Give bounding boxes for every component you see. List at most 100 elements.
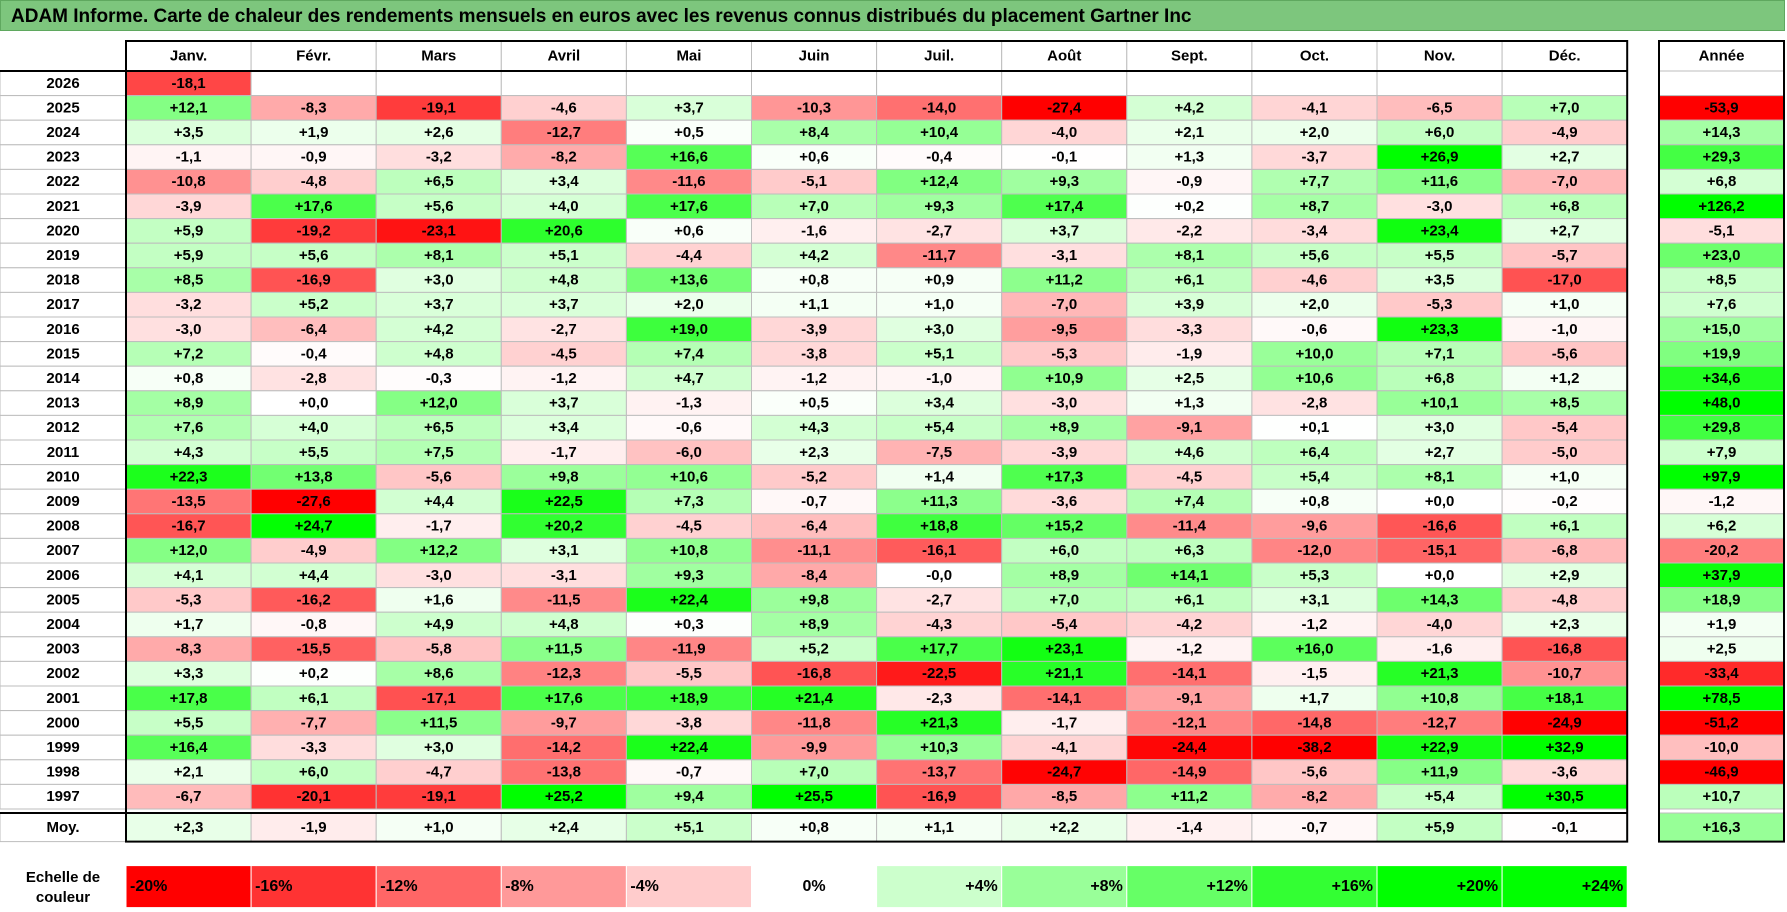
cell-value: -4,7 <box>426 764 452 781</box>
annual-value: -46,9 <box>1704 764 1738 781</box>
heatmap-cell <box>1126 439 1253 466</box>
month-header: Mai <box>676 48 701 65</box>
cell-value: -23,1 <box>422 222 456 239</box>
heatmap-cell <box>1251 144 1378 170</box>
cell-value: +4,8 <box>424 345 454 362</box>
legend-swatch <box>1001 865 1128 909</box>
cell-value: -11,8 <box>797 714 830 731</box>
cell-value: +8,1 <box>424 247 454 264</box>
heatmap-cell <box>751 562 878 589</box>
cell-value: +22,5 <box>545 493 583 510</box>
cell-value: +3,4 <box>549 419 579 436</box>
cell-value: -3,9 <box>801 321 827 338</box>
cell-value: +10,4 <box>920 124 959 141</box>
heatmap-cell <box>125 562 252 589</box>
annual-cell <box>1658 267 1785 293</box>
heatmap-cell <box>1126 488 1253 515</box>
heatmap-cell <box>1376 636 1503 662</box>
heatmap-cell <box>1251 390 1378 416</box>
cell-value: -5,3 <box>176 591 202 608</box>
cell-value: -16,9 <box>922 788 956 805</box>
heatmap-cell <box>500 316 627 343</box>
heatmap-cell <box>751 218 878 244</box>
cell-value: -13,8 <box>547 764 581 781</box>
month-header: Juin <box>799 48 830 65</box>
cell-value: -16,8 <box>1548 641 1582 658</box>
legend-swatch <box>751 865 878 909</box>
cell-value: +9,8 <box>799 591 829 608</box>
heatmap-cell <box>876 70 1003 97</box>
heatmap-cell <box>1501 636 1628 662</box>
heatmap-cell <box>1126 390 1253 416</box>
cell-value: +13,8 <box>295 468 333 485</box>
cell-value: -17,1 <box>422 690 456 707</box>
cell-value: +2,1 <box>1175 124 1205 141</box>
cell-value: -0,3 <box>426 370 452 387</box>
heatmap-cell <box>876 365 1003 392</box>
heatmap-cell <box>876 611 1003 638</box>
legend-label: -8% <box>505 878 533 895</box>
heatmap-cell <box>751 70 878 97</box>
legend-swatch <box>500 865 627 909</box>
heatmap-cell <box>1001 759 1128 785</box>
heatmap-cell <box>876 488 1003 515</box>
annual-cell <box>1658 464 1785 490</box>
cell-value: +1,9 <box>299 124 329 141</box>
cell-value: -12,7 <box>547 124 581 141</box>
cell-value: -2,2 <box>1176 222 1202 239</box>
cell-value: +7,1 <box>1425 345 1455 362</box>
heatmap-cell <box>1001 365 1128 392</box>
cell-value: -9,1 <box>1176 419 1202 436</box>
legend-swatch <box>1376 865 1503 909</box>
cell-value: -1,2 <box>1176 641 1202 658</box>
heatmap-cell <box>625 587 753 613</box>
cell-value: +23,1 <box>1045 641 1083 658</box>
cell-value: -3,9 <box>176 198 202 215</box>
heatmap-cell <box>625 70 753 97</box>
cell-value: +10,8 <box>1421 690 1459 707</box>
cell-value: +4,6 <box>1175 444 1205 461</box>
cell-value: +8,6 <box>424 665 454 682</box>
heatmap-cell <box>375 734 502 761</box>
heatmap-cell <box>625 341 753 367</box>
avg-annual-cell <box>1658 812 1785 843</box>
cell-value: -0,6 <box>676 419 702 436</box>
heatmap-cell <box>1501 439 1628 466</box>
cell-value: +7,4 <box>1175 493 1205 510</box>
heatmap-cell <box>500 193 627 220</box>
cell-value: -19,1 <box>422 99 456 116</box>
cell-value: -14,9 <box>1172 764 1206 781</box>
cell-value: -4,9 <box>1552 124 1578 141</box>
heatmap-cell <box>876 218 1003 244</box>
cell-value: -0,4 <box>926 149 953 166</box>
heatmap-cell <box>1001 685 1128 712</box>
cell-value: -4,1 <box>1302 99 1328 116</box>
cell-value: +3,0 <box>924 321 954 338</box>
heatmap-cell <box>375 291 502 318</box>
cell-value: -5,4 <box>1552 419 1579 436</box>
annual-value: +18,9 <box>1703 591 1741 608</box>
cell-value: +12,1 <box>170 99 208 116</box>
cell-value: -11,7 <box>922 247 955 264</box>
cell-value: -16,1 <box>922 542 956 559</box>
annual-cell <box>1658 537 1785 564</box>
cell-value: -10,7 <box>1548 665 1582 682</box>
cell-value: -9,6 <box>1302 518 1328 535</box>
cell-value: -3,7 <box>1302 149 1328 166</box>
cell-value: -5,6 <box>426 468 452 485</box>
legend-title-line-1: Echelle de <box>26 869 100 886</box>
cell-value: +11,3 <box>921 493 958 510</box>
cell-value: +17,6 <box>545 690 583 707</box>
cell-value: -11,6 <box>672 173 705 190</box>
heatmap-cell <box>1376 316 1503 343</box>
heatmap-cell <box>375 636 502 662</box>
year-label: 2018 <box>46 272 79 289</box>
cell-value: +10,8 <box>670 542 708 559</box>
cell-value: -5,2 <box>801 468 827 485</box>
year-cell <box>0 365 127 392</box>
annual-value: +97,9 <box>1703 468 1741 485</box>
cell-value: +5,3 <box>1300 567 1330 584</box>
cell-value: +22,4 <box>670 591 709 608</box>
annual-cell <box>1658 218 1785 244</box>
header-cell <box>625 40 753 72</box>
